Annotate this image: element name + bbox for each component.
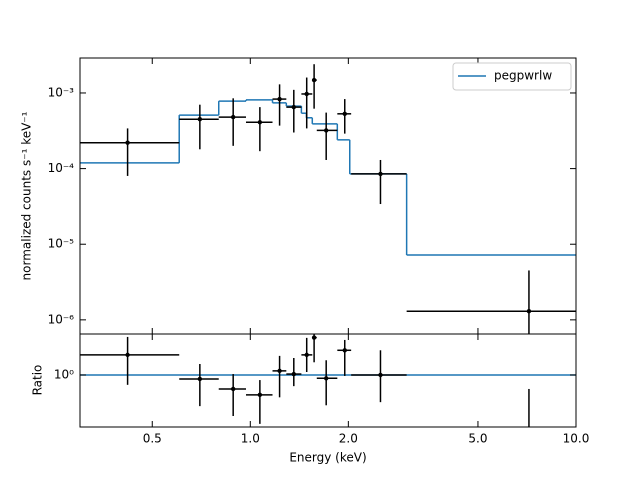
data-point <box>197 116 203 122</box>
plot-area <box>80 334 576 427</box>
data-point <box>257 120 263 125</box>
legend: pegpwrlw <box>452 62 572 91</box>
y-axis-label: normalized counts s⁻¹ keV⁻¹ <box>20 111 34 280</box>
data-point <box>197 376 203 382</box>
data-point <box>323 376 329 381</box>
data-point <box>291 371 296 377</box>
y-tick-label: 10⁻⁴ <box>48 161 75 175</box>
x-tick-label: 0.5 <box>143 432 162 446</box>
x-tick-label: 1.0 <box>241 432 260 446</box>
legend-label: pegpwrlw <box>494 69 552 83</box>
x-tick-label: 10.0 <box>563 432 590 446</box>
x-tick-label: 5.0 <box>468 432 487 446</box>
data-point <box>125 352 130 358</box>
data-point <box>230 386 236 392</box>
data-point <box>230 114 236 120</box>
data-point <box>378 171 383 177</box>
data-point <box>257 392 263 398</box>
axes-frame <box>79 57 577 335</box>
data-point <box>291 104 296 110</box>
data-point <box>304 91 309 97</box>
data-point <box>277 96 282 102</box>
data-point <box>342 348 347 353</box>
data-point <box>311 77 317 83</box>
data-point <box>526 309 532 314</box>
y-axis-label: Ratio <box>31 365 45 396</box>
y-tick-label: 10⁻⁵ <box>48 237 75 251</box>
y-tick-label: 10⁻³ <box>48 85 75 99</box>
y-tick-label: 10⁻⁶ <box>48 312 75 326</box>
data-point <box>323 128 329 133</box>
data-point <box>304 352 309 358</box>
y-tick-label: 10⁰ <box>54 367 74 381</box>
x-tick-label: 2.0 <box>339 432 358 446</box>
legend-box <box>452 62 572 91</box>
data-point <box>277 368 282 374</box>
x-axis-label: Energy (keV) <box>289 451 366 465</box>
plot-area <box>80 64 576 334</box>
data-point <box>125 140 130 145</box>
data-point <box>378 372 383 378</box>
data-point <box>311 335 317 340</box>
axes-frame <box>79 333 577 428</box>
data-point <box>342 111 347 117</box>
